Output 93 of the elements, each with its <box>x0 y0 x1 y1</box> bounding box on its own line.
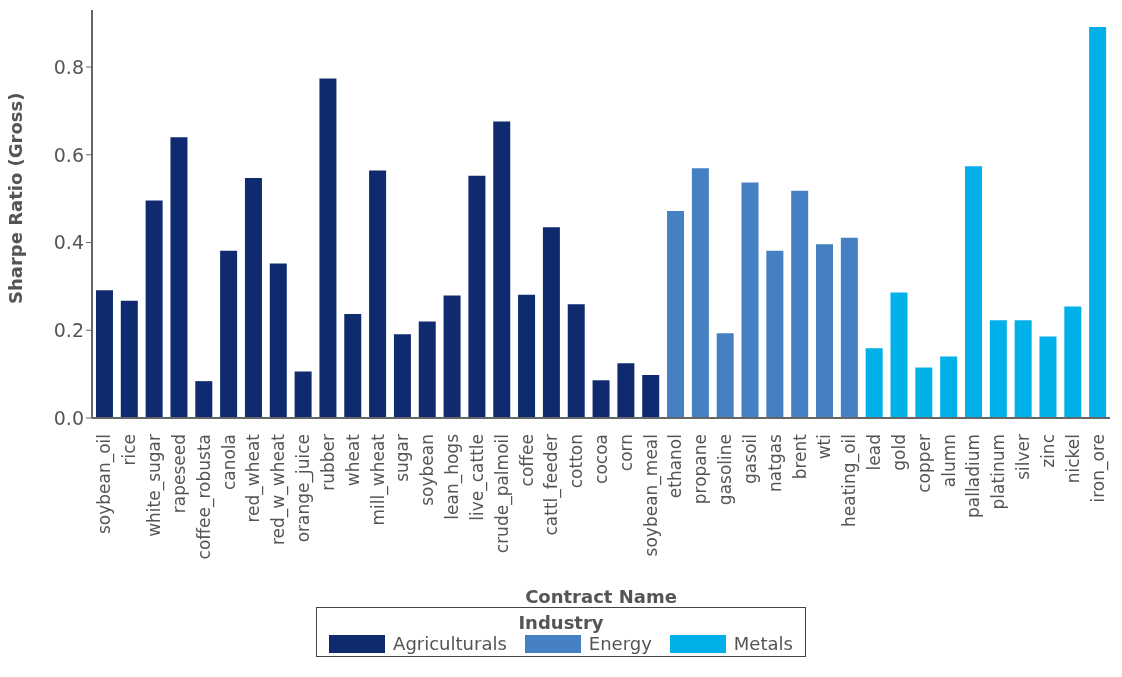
bar <box>393 334 411 418</box>
x-tick-label: gasoil <box>739 434 760 484</box>
x-tick-label: cocoa <box>591 434 611 484</box>
x-tick-label: live_cattle <box>466 434 488 521</box>
y-tick-label: 0.6 <box>53 143 84 166</box>
bar <box>170 137 188 418</box>
bar <box>120 300 138 418</box>
x-tick-label: sugar <box>392 434 413 482</box>
x-tick-label: alumn <box>938 434 959 488</box>
bar <box>840 237 858 418</box>
bar <box>1064 306 1082 418</box>
bar <box>940 356 958 418</box>
x-axis-title: Contract Name <box>525 586 677 607</box>
x-tick-label: gold <box>888 434 909 471</box>
x-tick-label: iron_ore <box>1087 434 1109 503</box>
bar <box>344 314 362 418</box>
x-tick-label: copper <box>913 433 934 493</box>
bar <box>195 381 213 418</box>
x-tick-label: propane <box>690 434 711 505</box>
x-tick-label: coffee_robusta <box>193 434 215 560</box>
x-tick-label: cattl_feeder <box>541 434 563 536</box>
x-tick-label: rice <box>119 434 140 466</box>
y-tick-label: 0.0 <box>53 406 84 429</box>
bar <box>244 178 262 418</box>
bar <box>791 190 809 418</box>
x-tick-label: lead <box>864 434 885 471</box>
y-tick-label: 0.8 <box>53 55 84 78</box>
x-tick-label: zinc <box>1037 434 1058 468</box>
bar <box>369 170 387 418</box>
bar <box>642 375 660 418</box>
bar <box>716 333 734 418</box>
x-tick-label: coffee <box>516 434 537 487</box>
bar <box>1089 27 1107 418</box>
legend-title: Industry <box>517 612 605 633</box>
x-tick-label: lean_hogs <box>442 433 464 520</box>
bar <box>989 320 1007 418</box>
bar <box>592 380 610 418</box>
x-tick-label: cotton <box>566 434 587 489</box>
bar <box>1039 336 1057 418</box>
legend-label: Energy <box>588 633 652 654</box>
bar <box>294 371 312 418</box>
x-tick-label: gasoline <box>715 434 736 506</box>
bar <box>915 367 933 418</box>
bar <box>269 263 287 418</box>
bar <box>766 250 784 418</box>
x-tick-label: palladium <box>963 434 984 518</box>
bar <box>617 363 635 418</box>
bar <box>145 200 163 418</box>
bar <box>865 348 883 418</box>
x-tick-label: corn <box>615 434 636 472</box>
bar <box>95 290 113 418</box>
bar <box>741 182 759 418</box>
y-axis-title: Sharpe Ratio (Gross) <box>5 92 27 304</box>
bar <box>518 294 536 418</box>
legend-label: Agriculturals <box>393 633 507 654</box>
bar <box>443 295 461 418</box>
bar <box>220 250 238 418</box>
x-tick-label: red_w_wheat <box>268 433 290 545</box>
bar <box>890 292 908 418</box>
x-tick-label: crude_palmoil <box>491 434 513 554</box>
bar <box>468 175 486 418</box>
bar <box>418 321 436 418</box>
x-tick-label: wti <box>814 434 835 460</box>
x-tick-label: nickel <box>1062 434 1083 484</box>
x-tick-label: brent <box>789 433 810 480</box>
x-tick-label: wheat <box>342 433 363 487</box>
bar <box>1014 320 1032 418</box>
x-tick-label: rubber <box>317 433 338 491</box>
x-tick-label: ethanol <box>665 434 686 499</box>
x-tick-label: heating_oil <box>839 434 861 527</box>
x-tick-label: rapeseed <box>168 434 189 514</box>
x-tick-label: soybean_meal <box>640 434 662 557</box>
x-tick-label: canola <box>218 434 239 491</box>
x-tick-label: mill_wheat <box>367 433 389 526</box>
bar <box>816 244 834 418</box>
x-tick-label: white_sugar <box>144 433 166 537</box>
bar <box>691 168 709 418</box>
bar <box>667 210 685 418</box>
x-tick-label: red_wheat <box>243 433 265 523</box>
y-tick-label: 0.4 <box>53 231 84 254</box>
bar <box>567 304 585 418</box>
x-tick-label: orange_juice <box>293 434 315 543</box>
x-tick-label: soybean <box>417 434 438 506</box>
x-tick-label: natgas <box>764 433 785 492</box>
x-tick-label: platinum <box>988 434 1009 510</box>
y-tick-label: 0.2 <box>53 319 84 341</box>
bar <box>965 166 982 418</box>
x-tick-label: soybean_oil <box>94 434 116 535</box>
bar <box>493 121 511 418</box>
bar <box>542 227 560 418</box>
bar <box>319 78 337 418</box>
legend-label: Metals <box>733 633 793 654</box>
x-tick-label: silver <box>1013 433 1034 480</box>
